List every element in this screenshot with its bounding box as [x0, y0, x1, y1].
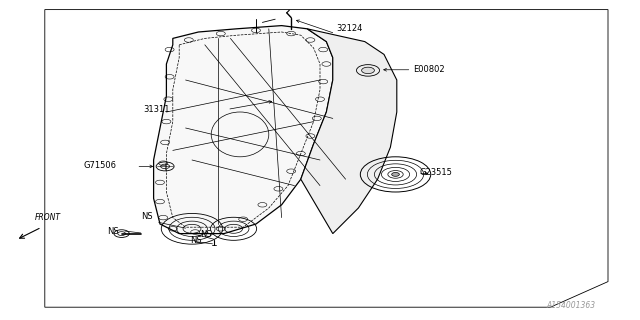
Circle shape [362, 67, 374, 74]
Polygon shape [301, 29, 397, 234]
Text: NS: NS [190, 236, 202, 245]
Polygon shape [154, 26, 333, 234]
Text: NS: NS [141, 212, 152, 221]
Text: NS: NS [107, 227, 118, 236]
Text: E00802: E00802 [413, 65, 444, 74]
Text: FRONT: FRONT [35, 213, 61, 222]
Text: G23515: G23515 [419, 168, 452, 177]
Text: A154001363: A154001363 [546, 301, 595, 310]
Text: 32124: 32124 [337, 24, 363, 33]
Text: NS: NS [200, 230, 211, 239]
Circle shape [392, 172, 399, 176]
Text: G71506: G71506 [83, 161, 116, 170]
Text: 31311: 31311 [143, 105, 170, 114]
